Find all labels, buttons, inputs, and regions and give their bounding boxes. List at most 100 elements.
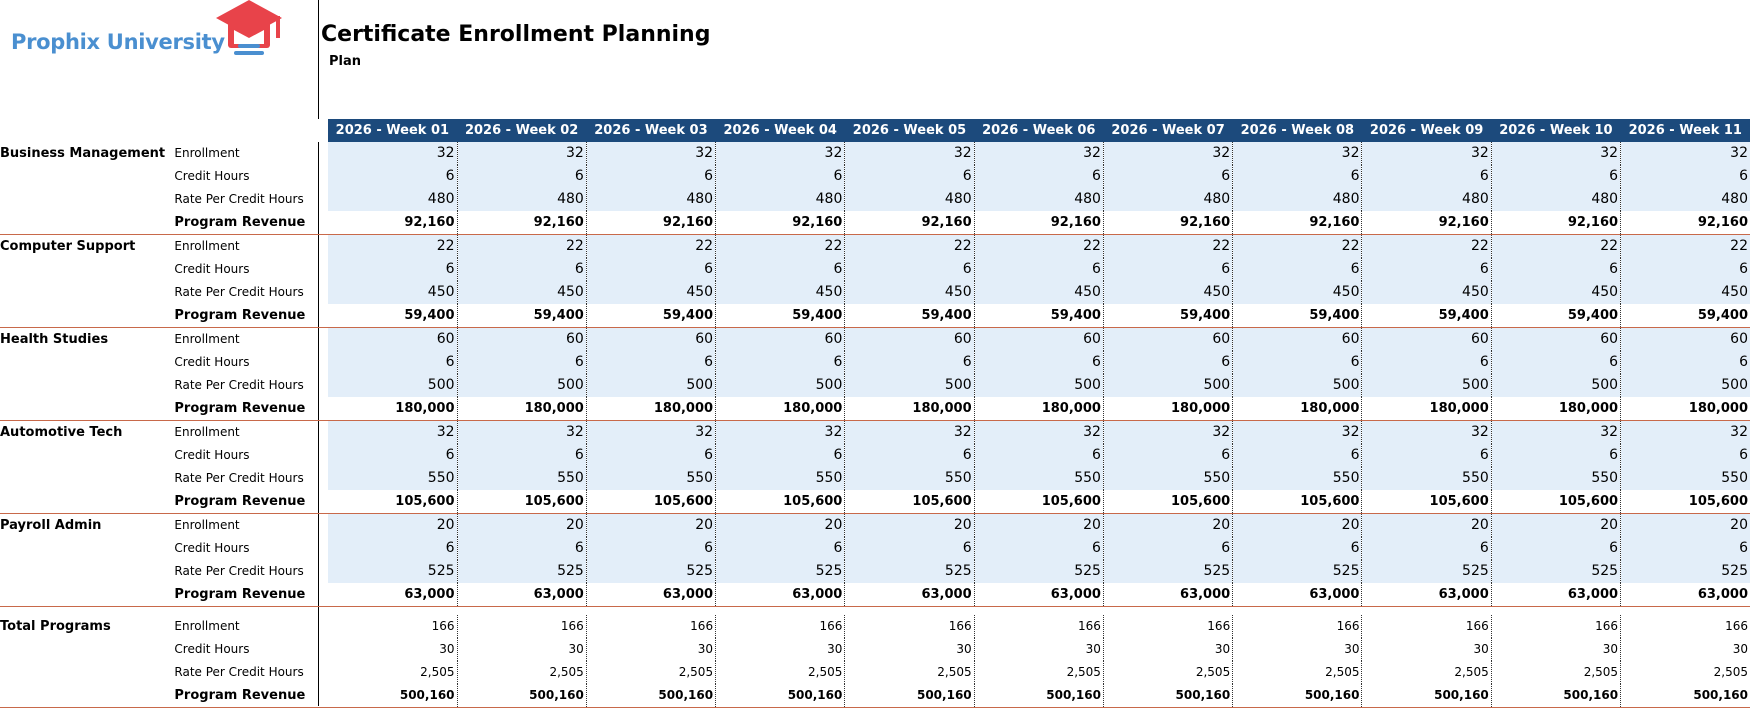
cell-enrollment[interactable]: 60	[586, 327, 717, 351]
cell-credit-hours[interactable]: 6	[586, 351, 717, 374]
cell-credit-hours[interactable]: 6	[1232, 351, 1363, 374]
cell-credit-hours[interactable]: 6	[974, 165, 1104, 188]
cell-credit-hours[interactable]: 6	[1361, 258, 1492, 281]
cell-enrollment[interactable]: 32	[457, 420, 587, 444]
cell-credit-hours[interactable]: 6	[457, 165, 587, 188]
cell-enrollment[interactable]: 20	[844, 513, 975, 537]
cell-enrollment[interactable]: 20	[974, 513, 1104, 537]
cell-enrollment[interactable]: 32	[974, 142, 1104, 165]
cell-credit-hours[interactable]: 6	[1232, 258, 1363, 281]
week-header[interactable]: 2026 - Week 10	[1491, 119, 1621, 142]
cell-enrollment[interactable]: 20	[1103, 513, 1234, 537]
cell-rate[interactable]: 550	[1103, 467, 1234, 490]
cell-enrollment[interactable]: 60	[974, 327, 1104, 351]
cell-rate[interactable]: 525	[844, 560, 975, 583]
cell-rate[interactable]: 480	[974, 188, 1104, 211]
cell-rate[interactable]: 500	[1361, 374, 1492, 397]
cell-enrollment[interactable]: 22	[974, 234, 1104, 258]
cell-rate[interactable]: 450	[844, 281, 975, 304]
cell-enrollment[interactable]: 20	[1491, 513, 1622, 537]
cell-enrollment[interactable]: 60	[1232, 327, 1363, 351]
cell-enrollment[interactable]: 60	[327, 327, 458, 351]
cell-rate[interactable]: 525	[1620, 560, 1750, 583]
cell-rate[interactable]: 550	[1491, 467, 1622, 490]
cell-enrollment[interactable]: 22	[1103, 234, 1234, 258]
cell-enrollment[interactable]: 60	[1103, 327, 1234, 351]
cell-credit-hours[interactable]: 6	[1232, 537, 1363, 560]
cell-enrollment[interactable]: 20	[1232, 513, 1363, 537]
cell-enrollment[interactable]: 22	[327, 234, 458, 258]
week-header[interactable]: 2026 - Week 08	[1232, 119, 1362, 142]
cell-enrollment[interactable]: 60	[1620, 327, 1750, 351]
week-header[interactable]: 2026 - Week 05	[844, 119, 975, 142]
cell-credit-hours[interactable]: 6	[715, 537, 846, 560]
cell-rate[interactable]: 450	[457, 281, 587, 304]
cell-credit-hours[interactable]: 6	[1232, 444, 1363, 467]
cell-credit-hours[interactable]: 6	[844, 165, 975, 188]
cell-credit-hours[interactable]: 6	[1103, 444, 1234, 467]
cell-rate[interactable]: 525	[586, 560, 717, 583]
cell-credit-hours[interactable]: 6	[1232, 165, 1363, 188]
cell-enrollment[interactable]: 32	[1361, 142, 1492, 165]
cell-rate[interactable]: 550	[457, 467, 587, 490]
cell-enrollment[interactable]: 22	[844, 234, 975, 258]
cell-rate[interactable]: 500	[974, 374, 1104, 397]
cell-enrollment[interactable]: 32	[1103, 420, 1234, 444]
cell-enrollment[interactable]: 32	[327, 142, 458, 165]
week-header[interactable]: 2026 - Week 09	[1361, 119, 1492, 142]
cell-rate[interactable]: 500	[715, 374, 846, 397]
cell-credit-hours[interactable]: 6	[1103, 351, 1234, 374]
cell-credit-hours[interactable]: 6	[715, 351, 846, 374]
cell-rate[interactable]: 480	[1232, 188, 1363, 211]
cell-credit-hours[interactable]: 6	[974, 537, 1104, 560]
cell-enrollment[interactable]: 22	[1491, 234, 1622, 258]
week-header[interactable]: 2026 - Week 02	[457, 119, 587, 142]
cell-rate[interactable]: 450	[1620, 281, 1750, 304]
cell-rate[interactable]: 525	[974, 560, 1104, 583]
cell-credit-hours[interactable]: 6	[1491, 351, 1622, 374]
week-header[interactable]: 2026 - Week 03	[586, 119, 716, 142]
cell-credit-hours[interactable]: 6	[457, 351, 587, 374]
cell-rate[interactable]: 450	[1232, 281, 1363, 304]
cell-credit-hours[interactable]: 6	[844, 258, 975, 281]
cell-rate[interactable]: 480	[1620, 188, 1750, 211]
cell-credit-hours[interactable]: 6	[1491, 165, 1622, 188]
cell-enrollment[interactable]: 60	[715, 327, 846, 351]
cell-rate[interactable]: 550	[844, 467, 975, 490]
cell-enrollment[interactable]: 20	[457, 513, 587, 537]
cell-credit-hours[interactable]: 6	[1103, 537, 1234, 560]
cell-enrollment[interactable]: 60	[844, 327, 975, 351]
cell-enrollment[interactable]: 32	[1232, 420, 1363, 444]
week-header[interactable]: 2026 - Week 06	[974, 119, 1104, 142]
cell-credit-hours[interactable]: 6	[844, 537, 975, 560]
cell-credit-hours[interactable]: 6	[327, 444, 458, 467]
cell-credit-hours[interactable]: 6	[1620, 537, 1750, 560]
week-header[interactable]: 2026 - Week 04	[715, 119, 845, 142]
cell-enrollment[interactable]: 32	[844, 420, 975, 444]
cell-rate[interactable]: 450	[1361, 281, 1492, 304]
cell-rate[interactable]: 550	[327, 467, 458, 490]
cell-enrollment[interactable]: 32	[586, 420, 717, 444]
cell-rate[interactable]: 500	[327, 374, 458, 397]
cell-rate[interactable]: 500	[1103, 374, 1234, 397]
cell-rate[interactable]: 450	[586, 281, 717, 304]
cell-credit-hours[interactable]: 6	[327, 537, 458, 560]
cell-rate[interactable]: 525	[1361, 560, 1492, 583]
cell-credit-hours[interactable]: 6	[1361, 444, 1492, 467]
cell-credit-hours[interactable]: 6	[457, 444, 587, 467]
cell-rate[interactable]: 500	[457, 374, 587, 397]
cell-credit-hours[interactable]: 6	[1620, 351, 1750, 374]
cell-rate[interactable]: 525	[457, 560, 587, 583]
cell-credit-hours[interactable]: 6	[1103, 165, 1234, 188]
cell-enrollment[interactable]: 32	[974, 420, 1104, 444]
cell-enrollment[interactable]: 32	[1620, 142, 1750, 165]
cell-rate[interactable]: 525	[1232, 560, 1363, 583]
cell-enrollment[interactable]: 60	[457, 327, 587, 351]
cell-credit-hours[interactable]: 6	[1620, 165, 1750, 188]
cell-rate[interactable]: 450	[1103, 281, 1234, 304]
cell-rate[interactable]: 450	[974, 281, 1104, 304]
cell-credit-hours[interactable]: 6	[715, 258, 846, 281]
cell-rate[interactable]: 480	[1361, 188, 1492, 211]
cell-rate[interactable]: 525	[1103, 560, 1234, 583]
cell-rate[interactable]: 450	[1491, 281, 1622, 304]
